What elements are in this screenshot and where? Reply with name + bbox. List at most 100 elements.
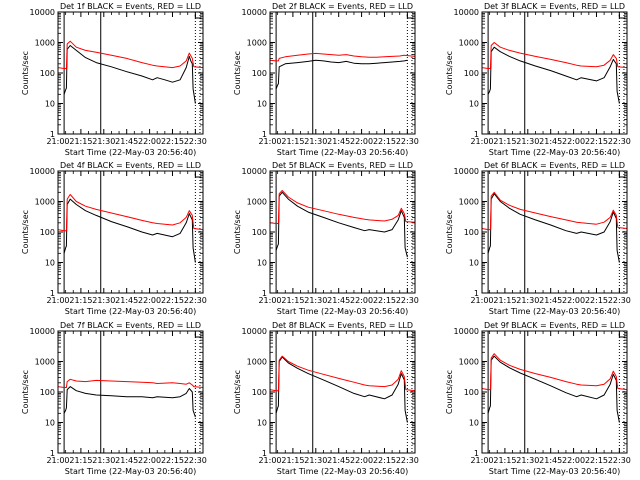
- y-tick-label: 1: [262, 130, 267, 139]
- panel-title: Det 4f BLACK = Events, RED = LLD: [60, 161, 201, 170]
- y-axis-label: Counts/sec: [21, 210, 30, 254]
- y-tick-label: 10000: [242, 327, 267, 336]
- x-tick-label: 21:00: [470, 456, 493, 465]
- x-tick-label: 21:00: [46, 296, 69, 305]
- y-axis-label: Counts/sec: [445, 370, 454, 414]
- panel-title: Det 8f BLACK = Events, RED = LLD: [272, 321, 413, 330]
- series-events-line: [487, 193, 620, 263]
- y-tick-label: 1: [262, 449, 267, 458]
- x-tick-label: 22:00: [562, 456, 585, 465]
- y-axis-label: Counts/sec: [445, 51, 454, 95]
- y-tick-label: 10: [469, 419, 479, 428]
- x-axis-label: Start Time (22-May-03 20:56:40): [65, 307, 196, 316]
- panel-5: Det 5f BLACK = Events, RED = LLD Counts/s…: [233, 161, 419, 316]
- x-tick-label: 21:15: [281, 137, 304, 146]
- time-bracket-mark: [194, 14, 202, 19]
- x-axis-label: Start Time (22-May-03 20:56:40): [277, 148, 408, 157]
- x-tick-label: 21:00: [258, 296, 281, 305]
- x-tick-label: 22:30: [396, 296, 419, 305]
- x-tick-label: 22:15: [585, 137, 608, 146]
- x-tick-label: 21:30: [516, 296, 539, 305]
- y-tick-label: 1000: [247, 39, 267, 48]
- y-tick-label: 10: [469, 100, 479, 109]
- y-tick-label: 10: [257, 259, 267, 268]
- x-tick-label: 22:30: [608, 296, 631, 305]
- time-bracket-mark: [618, 173, 626, 178]
- time-bracket-mark: [406, 14, 414, 19]
- x-tick-label: 22:00: [562, 137, 585, 146]
- x-tick-label: 22:30: [184, 296, 207, 305]
- x-tick-label: 22:15: [161, 296, 184, 305]
- x-tick-label: 21:30: [304, 456, 327, 465]
- x-tick-label: 22:00: [138, 137, 161, 146]
- x-tick-label: 22:15: [373, 456, 396, 465]
- time-bracket-mark: [406, 333, 414, 338]
- y-tick-label: 100: [464, 228, 479, 237]
- x-tick-label: 21:45: [115, 296, 138, 305]
- x-tick-label: 22:15: [585, 456, 608, 465]
- y-axis-label: Counts/sec: [233, 210, 242, 254]
- series-events-line: [63, 198, 196, 263]
- x-tick-label: 22:15: [585, 296, 608, 305]
- y-tick-label: 1000: [459, 39, 479, 48]
- x-axis-label: Start Time (22-May-03 20:56:40): [489, 148, 620, 157]
- plot-frame: [57, 170, 204, 294]
- x-axis-label: Start Time (22-May-03 20:56:40): [65, 148, 196, 157]
- y-tick-label: 100: [40, 69, 55, 78]
- series-events-line: [63, 45, 196, 104]
- x-tick-label: 22:15: [161, 137, 184, 146]
- x-tick-label: 21:30: [92, 296, 115, 305]
- y-axis-label: Counts/sec: [233, 370, 242, 414]
- plot-frame: [57, 11, 204, 135]
- y-tick-label: 1: [474, 289, 479, 298]
- panel-title: Det 7f BLACK = Events, RED = LLD: [60, 321, 201, 330]
- x-tick-label: 21:45: [539, 137, 562, 146]
- y-tick-label: 10: [45, 100, 55, 109]
- series-lld-line: [269, 190, 416, 224]
- plot-frame: [481, 330, 628, 454]
- y-tick-label: 1: [50, 289, 55, 298]
- time-bracket-mark: [618, 333, 626, 338]
- series-lld-line: [269, 355, 416, 392]
- x-tick-label: 21:15: [69, 456, 92, 465]
- plot-frame: [269, 330, 416, 454]
- x-tick-label: 21:15: [69, 137, 92, 146]
- time-bracket-mark: [194, 173, 202, 178]
- x-tick-label: 22:30: [608, 137, 631, 146]
- y-axis-label: Counts/sec: [445, 210, 454, 254]
- series-events-line: [487, 46, 620, 104]
- x-tick-label: 21:45: [115, 137, 138, 146]
- panel-6: Det 6f BLACK = Events, RED = LLD Counts/s…: [445, 161, 631, 316]
- panel-title: Det 5f BLACK = Events, RED = LLD: [272, 161, 413, 170]
- series-lld-line: [269, 52, 416, 62]
- x-axis-label: Start Time (22-May-03 20:56:40): [277, 307, 408, 316]
- x-tick-label: 21:30: [304, 137, 327, 146]
- x-tick-label: 21:45: [115, 456, 138, 465]
- panel-9: Det 9f BLACK = Events, RED = LLD Counts/s…: [445, 321, 631, 476]
- series-lld-line: [57, 40, 204, 69]
- series-lld-line: [481, 353, 628, 391]
- series-lld-line: [481, 191, 628, 231]
- x-tick-label: 22:00: [350, 137, 373, 146]
- x-tick-label: 21:00: [46, 456, 69, 465]
- y-axis-label: Counts/sec: [21, 51, 30, 95]
- y-tick-label: 1000: [247, 358, 267, 367]
- panel-4: Det 4f BLACK = Events, RED = LLD Counts/s…: [21, 161, 207, 316]
- y-tick-label: 100: [252, 69, 267, 78]
- y-tick-label: 1000: [35, 39, 55, 48]
- panel-title: Det 1f BLACK = Events, RED = LLD: [60, 2, 201, 11]
- y-axis-label: Counts/sec: [233, 51, 242, 95]
- y-tick-label: 10000: [454, 327, 479, 336]
- y-axis-label: Counts/sec: [21, 370, 30, 414]
- time-bracket-mark: [406, 173, 414, 178]
- y-tick-label: 100: [40, 228, 55, 237]
- x-tick-label: 21:00: [470, 296, 493, 305]
- series-lld-line: [57, 378, 204, 388]
- x-tick-label: 21:00: [258, 137, 281, 146]
- panel-3: Det 3f BLACK = Events, RED = LLD Counts/s…: [445, 2, 631, 157]
- x-tick-label: 22:30: [608, 456, 631, 465]
- x-tick-label: 21:15: [281, 456, 304, 465]
- x-tick-label: 22:30: [396, 137, 419, 146]
- y-tick-label: 1000: [247, 198, 267, 207]
